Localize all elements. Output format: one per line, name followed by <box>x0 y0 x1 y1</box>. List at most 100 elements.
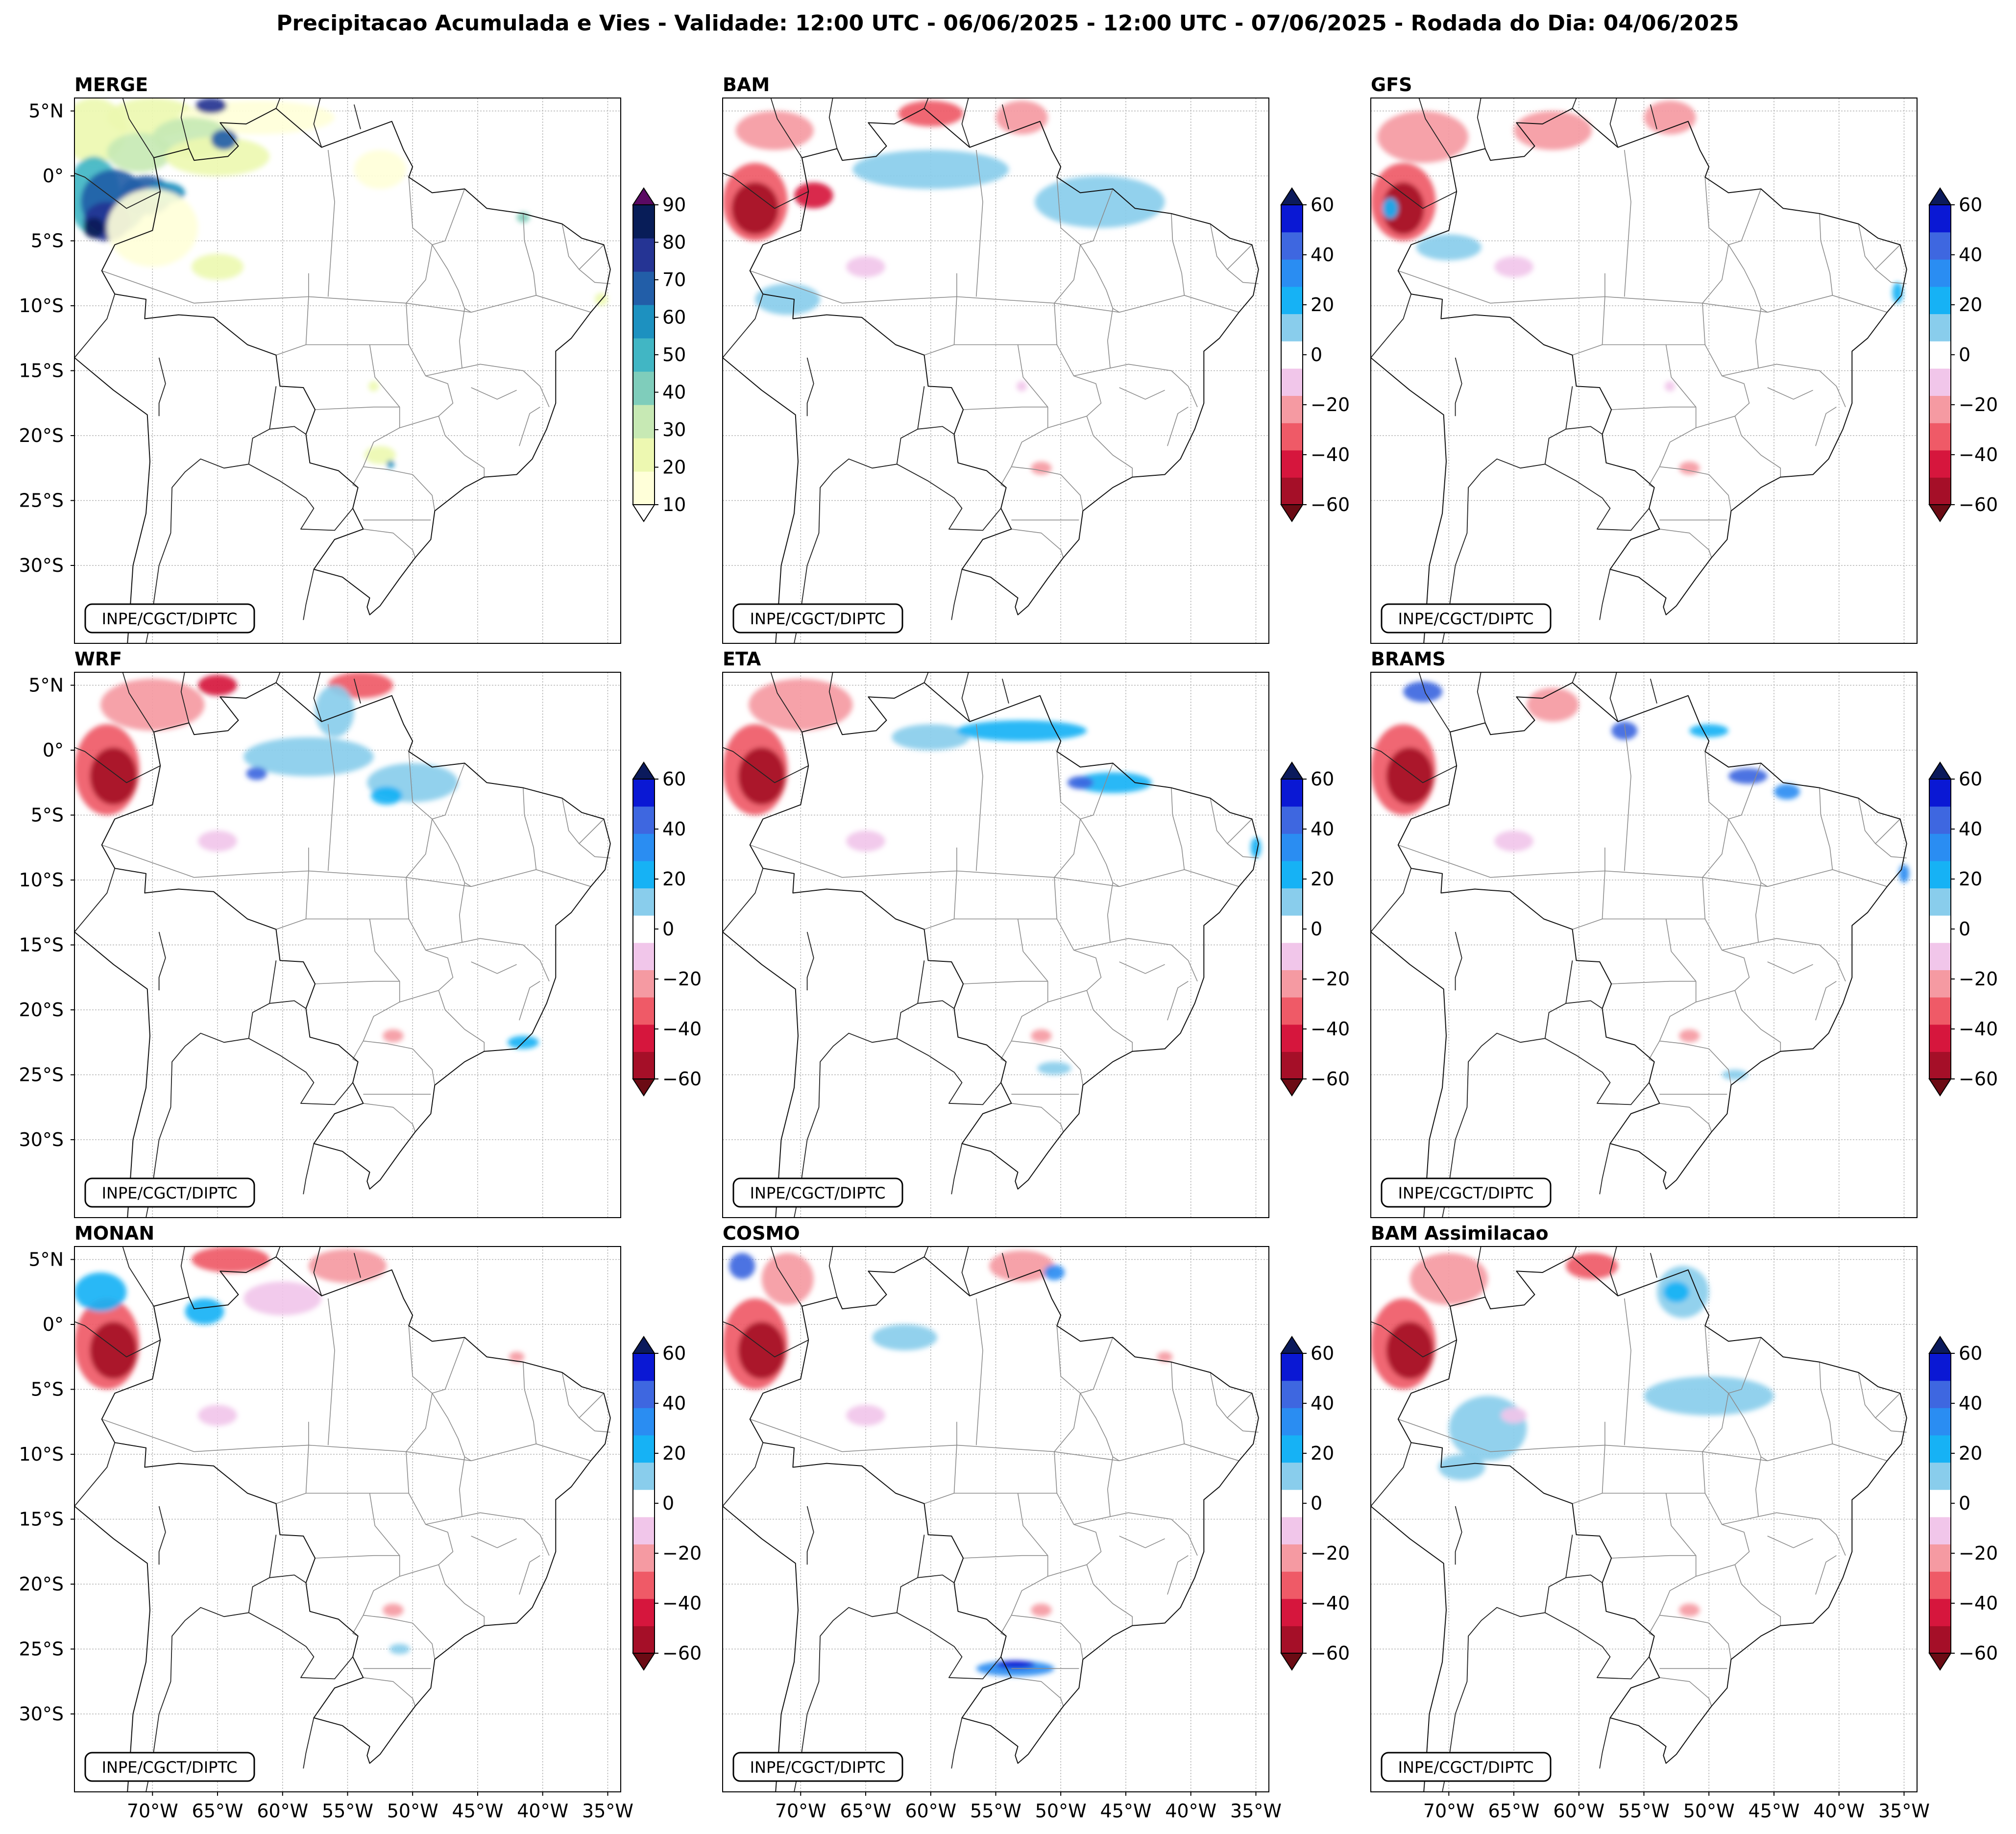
colorbar-segment <box>1281 1626 1303 1654</box>
colorbar-segment <box>633 860 655 889</box>
credit-label: INPE/CGCT/DIPTC <box>102 1758 238 1777</box>
panel-merge: MERGE INPE/CGCT/DIPTC 5°N 0° 5°S 10°S 15°S 20°S… <box>19 74 686 644</box>
field-blob <box>738 747 785 805</box>
colorbar-segment <box>1281 341 1303 369</box>
field-blob <box>761 1253 814 1305</box>
colorbar-tick-label: 80 <box>662 232 686 253</box>
colorbar-tick-label: −40 <box>1959 1592 1998 1614</box>
field-blob <box>195 98 227 114</box>
colorbar-tick-label: −20 <box>1959 1542 1998 1564</box>
colorbar-segment <box>1929 314 1951 342</box>
field-blob <box>243 1281 322 1316</box>
colorbar-segment <box>1929 395 1951 423</box>
lon-tick-label: 65°W <box>1488 1800 1540 1822</box>
colorbar-segment <box>1929 997 1951 1025</box>
colorbar-segment <box>1281 368 1303 396</box>
colorbar-segment <box>633 405 655 439</box>
map-boundaries <box>1371 98 1907 643</box>
colorbar-segment <box>1281 888 1303 916</box>
field-layer <box>723 100 1165 475</box>
colorbar-segment <box>1929 450 1951 478</box>
colorbar-segment <box>633 271 655 305</box>
lat-tick-label: 25°S <box>19 1064 64 1086</box>
field-blob <box>165 137 270 176</box>
lat-tick-label: 30°S <box>19 555 64 576</box>
field-blob <box>738 1321 785 1379</box>
field-blob <box>1644 100 1696 135</box>
colorbar-tick-label: −40 <box>1311 444 1350 465</box>
colorbar-segment <box>1929 970 1951 998</box>
colorbar-segment <box>1929 232 1951 260</box>
colorbar-segment <box>633 471 655 505</box>
colorbar-segment <box>1929 806 1951 834</box>
colorbar-tick-label: −20 <box>662 1542 702 1564</box>
colorbar-segment <box>1929 1408 1951 1436</box>
colorbar: 60 40 20 0 −20 −40 −60 <box>632 761 702 1097</box>
lon-tick-label: 50°W <box>387 1800 438 1822</box>
lat-tick-label: 10°S <box>19 295 64 317</box>
field-blob <box>1728 768 1768 784</box>
lon-tick-label: 70°W <box>127 1800 178 1822</box>
colorbar-segment <box>633 1490 655 1517</box>
colorbar-segment <box>1929 1024 1951 1052</box>
colorbar-segment <box>1281 1490 1303 1517</box>
colorbar-tick-label: 60 <box>662 307 686 328</box>
colorbar-tick-label: 0 <box>1311 918 1322 940</box>
field-blob <box>198 831 237 852</box>
field-blob <box>731 182 779 235</box>
lon-tick-label: 60°W <box>257 1800 308 1822</box>
lat-tick-label: 30°S <box>19 1703 64 1725</box>
colorbar-segment <box>633 1408 655 1436</box>
lat-tick-label: 10°S <box>19 1443 64 1465</box>
lon-tick-label: 35°W <box>1230 1800 1282 1822</box>
colorbar-segment <box>1281 314 1303 342</box>
credit-box <box>1381 603 1552 634</box>
colorbar-tick-label: −40 <box>662 1018 702 1040</box>
colorbar-tick-label: −40 <box>1311 1592 1350 1614</box>
colorbar-tick-label: 40 <box>1311 818 1334 840</box>
field-blob <box>185 1298 224 1324</box>
colorbar-segment <box>1929 205 1951 233</box>
field-blob <box>1031 1603 1052 1617</box>
colorbar-segment <box>1281 450 1303 478</box>
field-blob <box>315 685 354 737</box>
panel-title: ETA <box>723 648 761 670</box>
panel-wrf: WRF INPE/CGCT/DIPTC 5°N 0° 5°S 10°S 15°S 20°S 25… <box>19 648 702 1218</box>
map-boundaries <box>723 1247 1259 1792</box>
colorbar-segment <box>1281 423 1303 451</box>
panel-bam-assimilacao: BAM Assimilacao INPE/CGCT/DIPTC 70°W 65°W 60… <box>1370 1223 1998 1822</box>
panel-title: COSMO <box>723 1223 800 1244</box>
field-blob <box>387 460 395 468</box>
map-boundaries <box>1371 1247 1907 1792</box>
colorbar-tick-label: 40 <box>662 1393 686 1414</box>
field-blob <box>74 1272 127 1312</box>
field-blob <box>1416 234 1482 261</box>
colorbar-segment <box>1929 1544 1951 1572</box>
lat-tick-label: 25°S <box>19 490 64 512</box>
colorbar-tick-label: 20 <box>1311 1443 1334 1464</box>
field-blob <box>1409 1253 1488 1305</box>
map-boundaries <box>74 672 611 1218</box>
colorbar-segment <box>633 1051 655 1079</box>
lat-tick-label: 5°N <box>28 100 64 122</box>
colorbar-tick-label: 60 <box>1959 768 1982 790</box>
field-blob <box>354 150 407 189</box>
colorbar-segment <box>1929 779 1951 807</box>
colorbar-tick-label: 0 <box>1959 1492 1970 1514</box>
colorbar-tick-label: −20 <box>1311 394 1350 416</box>
field-blob <box>1044 1265 1065 1280</box>
brazil-outline <box>749 1256 1259 1764</box>
credit-label: INPE/CGCT/DIPTC <box>750 1184 886 1202</box>
panel-cosmo: COSMO INPE/CGCT/DIPTC 70°W 65°W 60°W 55°W 50°W… <box>722 1223 1350 1822</box>
credit-box <box>732 603 903 634</box>
colorbar-segment <box>633 915 655 943</box>
colorbar-segment <box>1281 806 1303 834</box>
colorbar-segment <box>1929 1490 1951 1517</box>
colorbar-segment <box>1929 1435 1951 1463</box>
brazil-outline <box>1397 108 1907 615</box>
field-blob <box>1031 462 1052 475</box>
colorbar-tick-label: 20 <box>1311 294 1334 316</box>
colorbar-tick-label: 60 <box>662 1343 686 1364</box>
colorbar-segment <box>1929 1380 1951 1408</box>
credit-box <box>84 1177 255 1208</box>
